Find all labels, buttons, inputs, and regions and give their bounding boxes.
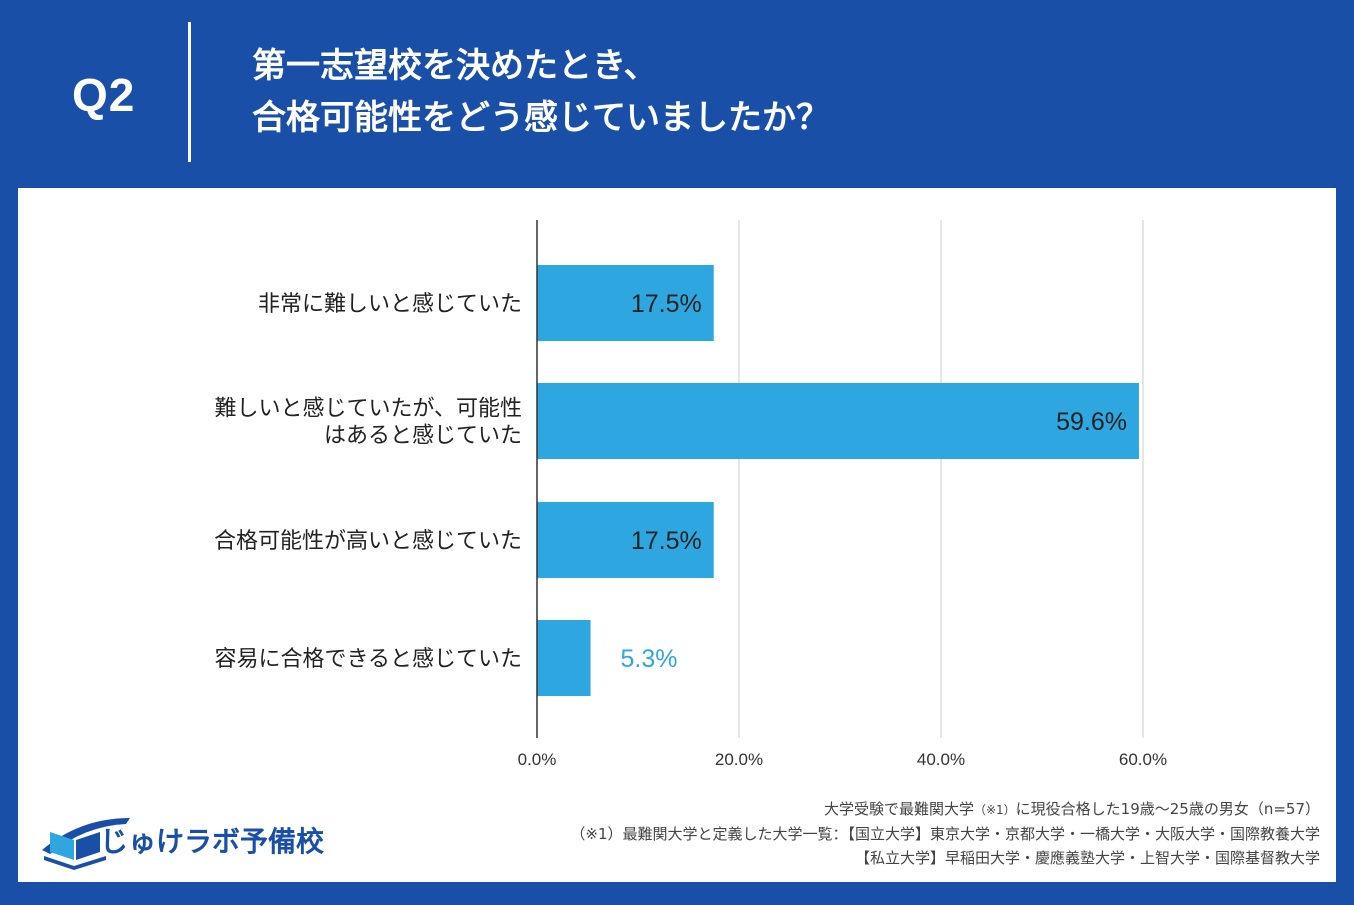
bar-0	[537, 265, 714, 341]
footnotes: 大学受験で最難関大学（※1）に現役合格した19歳～25歳の男女（n=57） （※…	[570, 797, 1320, 870]
question-number: Q2	[72, 69, 136, 121]
bar-1	[537, 383, 1139, 459]
sample-note-tail: に現役合格した19歳～25歳の男女（n=57）	[1015, 800, 1320, 818]
x-tick-label-2: 40.0%	[917, 750, 965, 769]
value-label-1: 59.6%	[1056, 408, 1127, 436]
question-title-line-2: 合格可能性をどう感じていましたか？	[252, 98, 830, 138]
x-tick-label-3: 60.0%	[1119, 750, 1167, 769]
university-list-note-1: （※1）最難関大学と定義した大学一覧：【国立大学】東京大学・京都大学・一橋大学・…	[570, 825, 1320, 843]
logo-icon	[42, 818, 130, 870]
question-title-line-1: 第一志望校を決めたとき、	[252, 46, 658, 86]
sample-note-main: 大学受験で最難関大学	[823, 800, 974, 818]
x-tick-label-0: 0.0%	[518, 750, 557, 769]
value-label-2: 17.5%	[631, 527, 702, 555]
x-tick-label-1: 20.0%	[715, 750, 763, 769]
sample-note: 大学受験で最難関大学（※1）に現役合格した19歳～25歳の男女（n=57）	[570, 797, 1320, 822]
logo-text: じゅけラボ予備校	[100, 825, 325, 858]
sample-note-ref: （※1）	[973, 803, 1016, 817]
header-divider	[188, 22, 191, 162]
bar-chart: 17.5% 59.6% 17.5% 5.3% 非常に難しいと感じていた難しいと感じていた…	[214, 220, 1167, 769]
category-label-0-0: 非常に難しいと感じていた	[258, 292, 522, 317]
value-label-0: 17.5%	[631, 290, 702, 318]
category-label-3-0: 容易に合格できると感じていた	[214, 647, 522, 672]
bar-2	[537, 502, 714, 578]
question-title: 第一志望校を決めたとき、 合格可能性をどう感じていましたか？	[252, 40, 830, 144]
bar-3	[537, 620, 591, 696]
category-label-2-0: 合格可能性が高いと感じていた	[214, 529, 522, 554]
category-label-1-0: 難しいと感じていたが、可能性	[214, 397, 522, 422]
header: Q2 第一志望校を決めたとき、 合格可能性をどう感じていましたか？	[0, 0, 1354, 188]
category-label-1-1: はあると感じていた	[324, 424, 522, 449]
university-list-note-2: 【私立大学】早稲田大学・慶應義塾大学・上智大学・国際基督教大学	[854, 849, 1320, 867]
value-label-3: 5.3%	[621, 645, 678, 673]
